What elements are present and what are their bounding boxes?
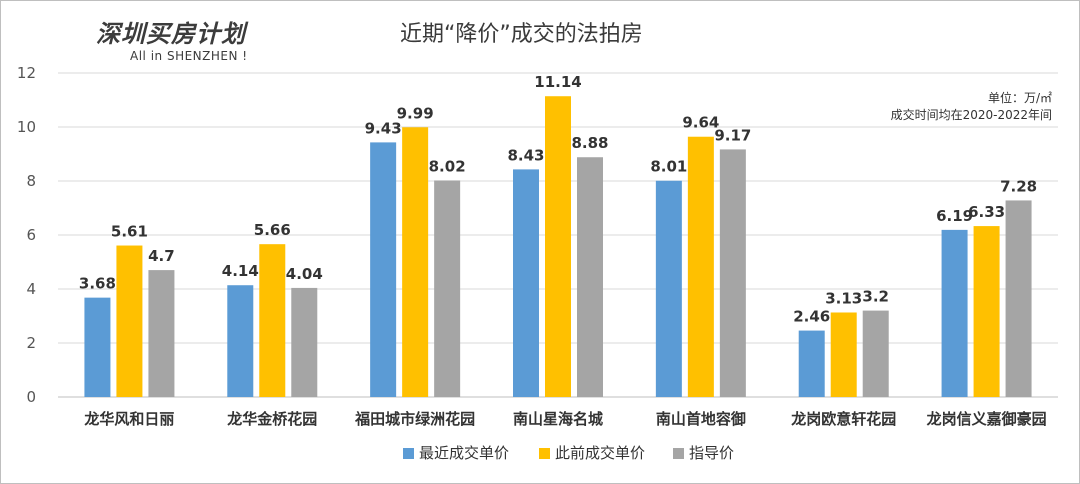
bar: [1005, 200, 1032, 397]
legend-label: 此前成交单价: [555, 444, 645, 462]
data-label: 7.28: [1000, 177, 1037, 195]
bar: [973, 226, 1000, 397]
x-category-label: 南山首地容御: [656, 410, 746, 428]
bar: [402, 127, 429, 398]
bar: [687, 136, 714, 397]
data-label: 6.33: [968, 203, 1005, 221]
data-label: 3.68: [79, 275, 116, 293]
data-label: 3.2: [862, 288, 889, 306]
bar: [148, 270, 175, 397]
bar: [84, 297, 111, 397]
y-tick-label: 6: [26, 226, 36, 244]
x-category-label: 龙华金桥花园: [226, 410, 317, 428]
brand-subtitle: All in SHENZHEN !: [130, 49, 248, 63]
bar: [655, 180, 682, 397]
bar: [862, 310, 889, 397]
legend-swatch: [403, 448, 414, 459]
data-label: 3.13: [825, 289, 862, 307]
data-label: 11.14: [534, 73, 581, 91]
data-label: 9.64: [682, 114, 719, 132]
x-category-label: 龙岗信义嘉御豪园: [926, 410, 1047, 428]
x-category-label: 龙岗欧意轩花园: [790, 410, 896, 428]
legend-label: 指导价: [689, 444, 734, 462]
bar: [719, 149, 746, 397]
bar: [116, 245, 143, 397]
bar: [227, 285, 254, 397]
data-label: 8.02: [429, 157, 466, 175]
legend-label: 最近成交单价: [419, 444, 509, 462]
legend-swatch: [673, 448, 684, 459]
bar: [434, 180, 461, 397]
bar: [941, 229, 968, 397]
bar: [513, 169, 539, 397]
data-label: 9.17: [714, 126, 751, 144]
bar: [545, 96, 571, 397]
bar: [259, 244, 286, 397]
brand-logo: 深圳买房计划 All in SHENZHEN !: [96, 14, 248, 63]
data-label: 4.04: [286, 265, 323, 283]
y-tick-label: 10: [17, 118, 36, 136]
data-label: 4.14: [222, 262, 259, 280]
data-label: 9.43: [365, 119, 402, 137]
chart-title: 近期“降价”成交的法拍房: [400, 22, 643, 47]
data-label: 5.66: [254, 221, 291, 239]
x-category-label: 南山星海名城: [513, 410, 603, 428]
data-label: 8.01: [650, 158, 687, 176]
data-label: 5.61: [111, 223, 148, 241]
data-label: 4.7: [148, 247, 175, 265]
bar: [291, 287, 318, 397]
legend-swatch: [539, 448, 550, 459]
data-label: 8.43: [507, 146, 544, 164]
data-label: 2.46: [793, 308, 830, 326]
bar: [370, 142, 397, 397]
bar: [577, 157, 603, 397]
data-label: 8.88: [571, 134, 608, 152]
data-label: 9.99: [397, 104, 434, 122]
bar: [798, 330, 825, 397]
x-category-label: 龙华风和日丽: [83, 410, 174, 428]
bar: [830, 312, 857, 397]
unit-note: 单位：万/㎡ 成交时间均在2020-2022年间: [891, 90, 1052, 124]
x-category-label: 福田城市绿洲花园: [354, 410, 475, 428]
y-tick-label: 8: [26, 172, 36, 190]
data-label: 6.19: [936, 207, 973, 225]
y-tick-label: 4: [26, 280, 36, 298]
period-label: 成交时间均在2020-2022年间: [890, 108, 1052, 122]
brand-name: 深圳买房计划: [96, 20, 246, 48]
y-tick-label: 12: [17, 64, 36, 82]
unit-label: 单位：万/㎡: [987, 91, 1052, 105]
y-tick-label: 0: [26, 388, 36, 406]
y-tick-label: 2: [26, 334, 36, 352]
